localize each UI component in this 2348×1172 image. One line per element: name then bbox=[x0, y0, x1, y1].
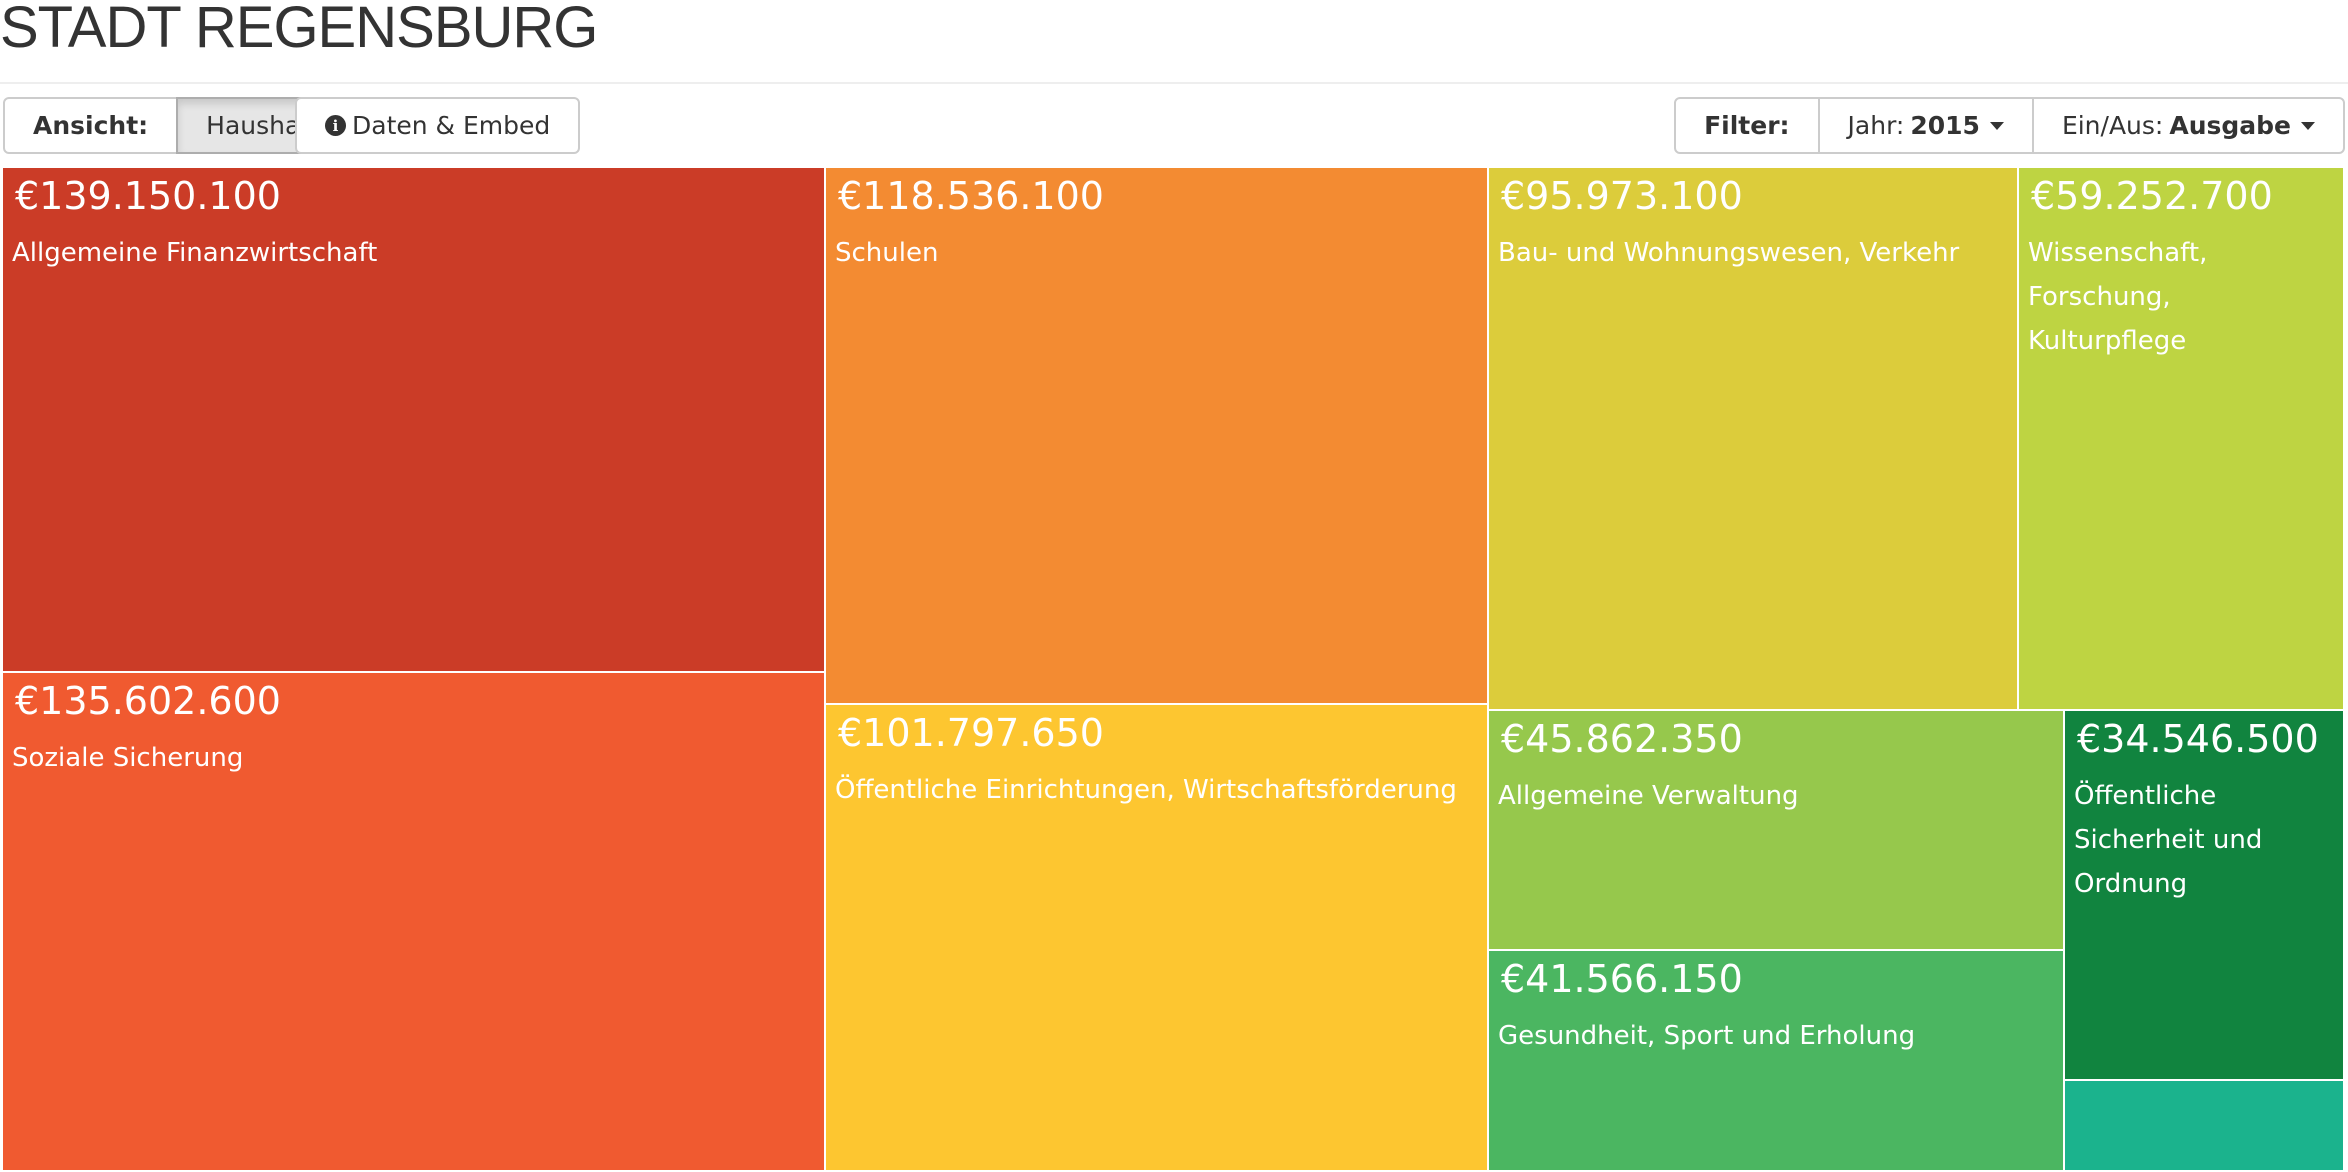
treemap-tile[interactable]: €118.536.100 Schulen bbox=[826, 168, 1487, 703]
chevron-down-icon bbox=[2301, 121, 2315, 130]
treemap-tile-amount: €95.973.100 bbox=[1501, 174, 1743, 218]
page-title: STADT REGENSBURG bbox=[0, 0, 598, 60]
header-divider bbox=[0, 82, 2348, 84]
treemap-tile-amount: €118.536.100 bbox=[838, 174, 1104, 218]
treemap-tile-amount: €34.546.500 bbox=[2077, 717, 2319, 761]
year-dropdown-label: Jahr: bbox=[1847, 111, 1905, 140]
treemap-tile-amount: €139.150.100 bbox=[15, 174, 281, 218]
info-icon: i bbox=[325, 115, 346, 136]
treemap-tile-amount: €41.566.150 bbox=[1501, 957, 1743, 1001]
inout-dropdown-label: Ein/Aus: bbox=[2061, 111, 2164, 140]
year-dropdown[interactable]: Jahr: 2015 bbox=[1817, 97, 2034, 154]
filter-label: Filter: bbox=[1674, 97, 1820, 154]
inout-dropdown-value: Ausgabe bbox=[2169, 111, 2291, 140]
data-embed-label: Daten & Embed bbox=[352, 111, 551, 140]
treemap-tile[interactable]: €95.973.100 Bau- und Wohnungswesen, Verke… bbox=[1489, 168, 2017, 709]
treemap-tile-amount: €101.797.650 bbox=[838, 711, 1104, 755]
inout-dropdown[interactable]: Ein/Aus: Ausgabe bbox=[2031, 97, 2345, 154]
treemap-tile[interactable]: €139.150.100 Allgemeine Finanzwirtschaft bbox=[3, 168, 824, 671]
treemap-tile[interactable]: €34.546.500 Öffentliche Sicherheit und Or… bbox=[2065, 711, 2343, 1079]
treemap-tile-name: Wissenschaft, Forschung, Kulturpflege bbox=[2028, 238, 2208, 356]
treemap-chart: €139.150.100 Allgemeine Finanzwirtschaft €… bbox=[3, 168, 2343, 1170]
treemap-tile[interactable]: €135.602.600 Soziale Sicherung bbox=[3, 673, 824, 1170]
data-embed-button[interactable]: i Daten & Embed bbox=[295, 97, 581, 154]
year-dropdown-value: 2015 bbox=[1910, 111, 1980, 140]
filter-button-group: Filter: Jahr: 2015 Ein/Aus: Ausgabe bbox=[1674, 97, 2345, 154]
treemap-tile-amount: €45.862.350 bbox=[1501, 717, 1743, 761]
treemap-tile-name: Allgemeine Verwaltung bbox=[1498, 781, 1799, 811]
treemap-tile-name: Bau- und Wohnungswesen, Verkehr bbox=[1498, 238, 1960, 268]
treemap-tile-name: Öffentliche Sicherheit und Ordnung bbox=[2074, 781, 2263, 899]
data-embed-group: i Daten & Embed bbox=[295, 97, 581, 154]
treemap-tile[interactable]: €41.566.150 Gesundheit, Sport und Erholun… bbox=[1489, 951, 2063, 1170]
treemap-tile-name: Schulen bbox=[835, 238, 939, 268]
treemap-tile-name: Allgemeine Finanzwirtschaft bbox=[12, 238, 378, 268]
treemap-tile[interactable]: €101.797.650 Öffentliche Einrichtungen, W… bbox=[826, 705, 1487, 1170]
treemap-tile-name: Soziale Sicherung bbox=[12, 743, 244, 773]
treemap-tile-name: Öffentliche Einrichtungen, Wirtschaftsfö… bbox=[835, 775, 1457, 805]
treemap-tile-amount: €59.252.700 bbox=[2031, 174, 2273, 218]
treemap-tile[interactable] bbox=[2065, 1081, 2343, 1170]
treemap-tile-name: Gesundheit, Sport und Erholung bbox=[1498, 1021, 1916, 1051]
treemap-tile-amount: €135.602.600 bbox=[15, 679, 281, 723]
treemap-tile[interactable]: €45.862.350 Allgemeine Verwaltung bbox=[1489, 711, 2063, 949]
view-label: Ansicht: bbox=[3, 97, 179, 154]
treemap-tile[interactable]: €59.252.700 Wissenschaft, Forschung, Kult… bbox=[2019, 168, 2343, 709]
chevron-down-icon bbox=[1989, 121, 2004, 130]
